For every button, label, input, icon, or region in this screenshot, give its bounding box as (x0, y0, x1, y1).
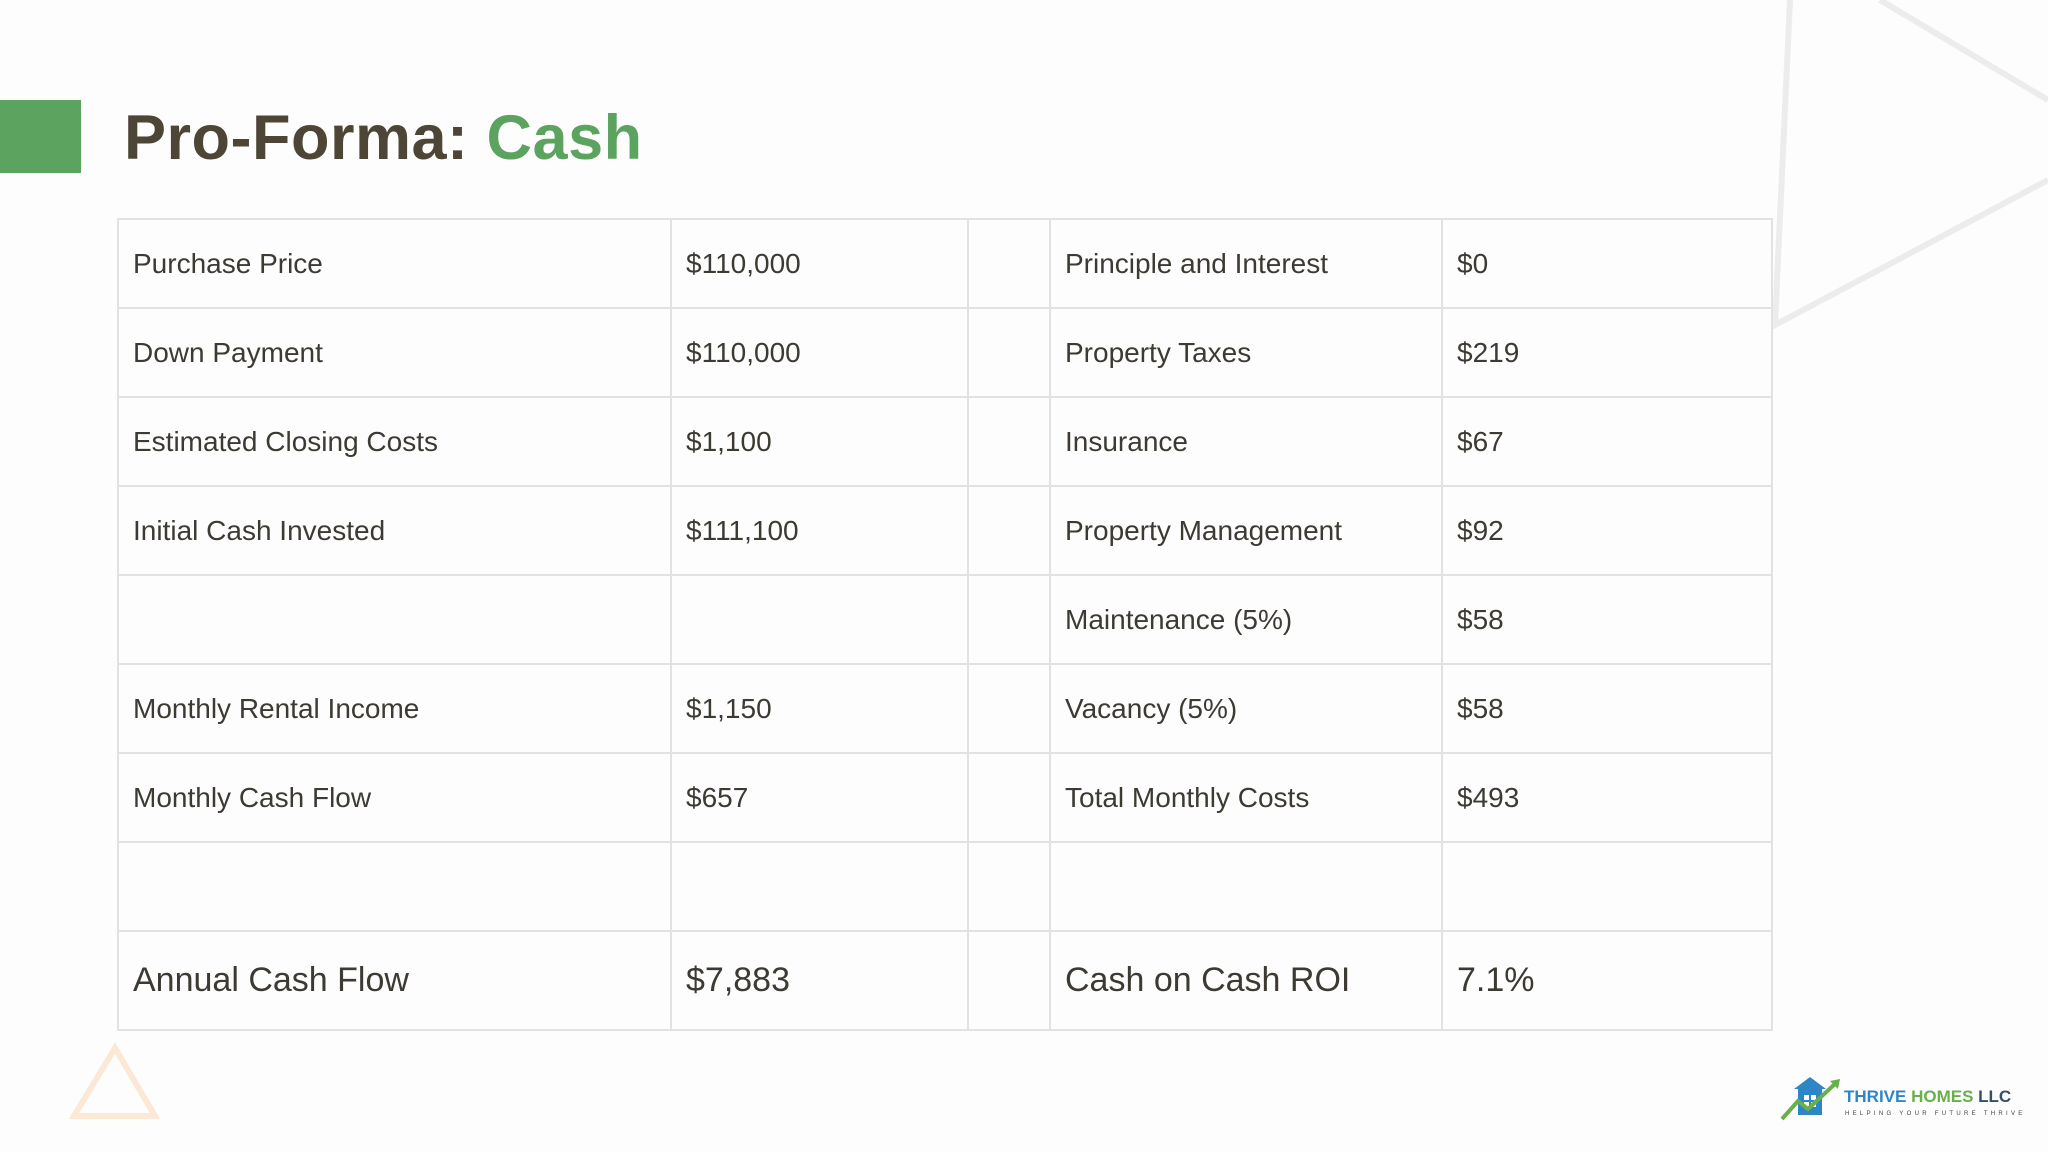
pro-forma-table-body: Purchase Price $110,000 Principle and Inte… (117, 218, 1773, 1031)
title-accent-word: Cash (486, 103, 643, 173)
table-cell: Initial Cash Invested (117, 485, 672, 576)
table-row: Initial Cash Invested $111,100 Property Ma… (117, 485, 1773, 576)
table-cell: $1,100 (670, 396, 969, 487)
table-cell: $110,000 (670, 218, 969, 309)
table-cell: Monthly Cash Flow (117, 752, 672, 843)
table-row: Down Payment $110,000 Property Taxes $219 (117, 307, 1773, 398)
table-cell (967, 841, 1051, 932)
table-cell: $493 (1441, 752, 1773, 843)
table-cell: Total Monthly Costs (1049, 752, 1443, 843)
title-accent-bar (0, 100, 81, 173)
table-cell: Purchase Price (117, 218, 672, 309)
table-cell: $7,883 (670, 930, 969, 1031)
company-name: THRIVE HOMES LLC (1844, 1087, 2011, 1107)
company-name-part3: LLC (1978, 1087, 2012, 1106)
table-row: Maintenance (5%) $58 (117, 574, 1773, 665)
table-cell: $58 (1441, 663, 1773, 754)
table-cell: Vacancy (5%) (1049, 663, 1443, 754)
small-triangle-outline (68, 1042, 161, 1119)
table-cell: Annual Cash Flow (117, 930, 672, 1031)
company-name-part2: HOMES (1911, 1087, 1979, 1106)
table-cell: $58 (1441, 574, 1773, 665)
company-logo: THRIVE HOMES LLC HELPING YOUR FUTURE THR… (1780, 1075, 2022, 1125)
table-cell: Down Payment (117, 307, 672, 398)
table-cell: Cash on Cash ROI (1049, 930, 1443, 1031)
table-cell (670, 574, 969, 665)
table-cell (967, 307, 1051, 398)
table-cell: Property Taxes (1049, 307, 1443, 398)
table-row: Monthly Rental Income $1,150 Vacancy (5%) $… (117, 663, 1773, 754)
table-row: Monthly Cash Flow $657 Total Monthly Costs… (117, 752, 1773, 843)
pro-forma-table: Purchase Price $110,000 Principle and Inte… (117, 218, 1773, 1031)
table-cell (1049, 841, 1443, 932)
table-cell (967, 663, 1051, 754)
title-prefix: Pro-Forma: (124, 103, 487, 173)
table-cell (967, 574, 1051, 665)
table-cell: $0 (1441, 218, 1773, 309)
table-cell: $657 (670, 752, 969, 843)
table-cell: Maintenance (5%) (1049, 574, 1443, 665)
table-cell (117, 841, 672, 932)
table-cell (967, 485, 1051, 576)
table-cell: Estimated Closing Costs (117, 396, 672, 487)
table-cell (967, 930, 1051, 1031)
table-cell: $111,100 (670, 485, 969, 576)
table-row: Estimated Closing Costs $1,100 Insurance $6… (117, 396, 1773, 487)
table-cell (670, 841, 969, 932)
table-cell (967, 218, 1051, 309)
company-tagline: HELPING YOUR FUTURE THRIVE (1845, 1111, 2026, 1117)
background-triangle-outline (1771, 0, 2048, 331)
table-cell (117, 574, 672, 665)
table-row: Purchase Price $110,000 Principle and Inte… (117, 218, 1773, 309)
page-title: Pro-Forma: Cash (124, 98, 643, 178)
table-cell (967, 396, 1051, 487)
background-triangle-line (1878, 0, 2048, 103)
company-name-part1: THRIVE (1844, 1087, 1912, 1106)
table-cell (1441, 841, 1773, 932)
table-cell: $92 (1441, 485, 1773, 576)
table-row: Annual Cash Flow $7,883 Cash on Cash ROI 7.… (117, 930, 1773, 1031)
table-cell: Insurance (1049, 396, 1443, 487)
table-cell: $1,150 (670, 663, 969, 754)
table-cell: Principle and Interest (1049, 218, 1443, 309)
house-arrow-icon (1780, 1077, 1840, 1121)
table-row (117, 841, 1773, 932)
table-cell: Monthly Rental Income (117, 663, 672, 754)
table-cell: Property Management (1049, 485, 1443, 576)
table-cell: $67 (1441, 396, 1773, 487)
table-cell (967, 752, 1051, 843)
table-cell: $219 (1441, 307, 1773, 398)
table-cell: $110,000 (670, 307, 969, 398)
table-cell: 7.1% (1441, 930, 1773, 1031)
